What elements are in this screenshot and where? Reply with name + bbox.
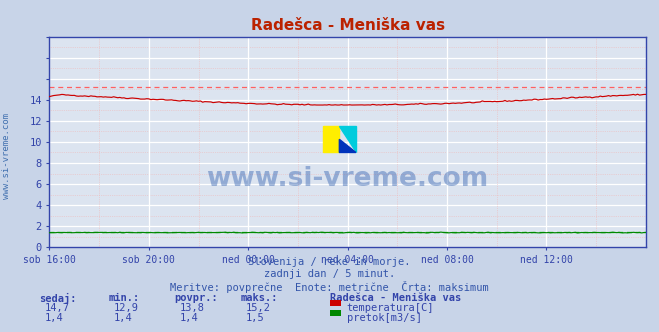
Text: temperatura[C]: temperatura[C]: [347, 303, 434, 313]
Polygon shape: [339, 139, 356, 152]
FancyBboxPatch shape: [323, 126, 339, 152]
Title: Radešca - Meniška vas: Radešca - Meniška vas: [250, 18, 445, 33]
Text: Meritve: povprečne  Enote: metrične  Črta: maksimum: Meritve: povprečne Enote: metrične Črta:…: [170, 281, 489, 292]
Text: povpr.:: povpr.:: [175, 293, 218, 303]
Text: 1,4: 1,4: [45, 313, 63, 323]
Text: sedaj:: sedaj:: [40, 293, 77, 304]
Text: 13,8: 13,8: [180, 303, 205, 313]
Text: 15,2: 15,2: [246, 303, 271, 313]
Text: 14,7: 14,7: [45, 303, 70, 313]
Text: www.si-vreme.com: www.si-vreme.com: [206, 166, 489, 192]
Polygon shape: [339, 126, 356, 152]
Text: maks.:: maks.:: [241, 293, 278, 303]
Text: 1,5: 1,5: [246, 313, 264, 323]
Text: www.si-vreme.com: www.si-vreme.com: [2, 113, 11, 199]
Text: pretok[m3/s]: pretok[m3/s]: [347, 313, 422, 323]
Text: 12,9: 12,9: [114, 303, 139, 313]
Text: 1,4: 1,4: [114, 313, 132, 323]
Text: min.:: min.:: [109, 293, 140, 303]
Text: Slovenija / reke in morje.: Slovenija / reke in morje.: [248, 257, 411, 267]
Text: 1,4: 1,4: [180, 313, 198, 323]
Text: zadnji dan / 5 minut.: zadnji dan / 5 minut.: [264, 269, 395, 279]
Text: Radešca - Meniška vas: Radešca - Meniška vas: [330, 293, 461, 303]
